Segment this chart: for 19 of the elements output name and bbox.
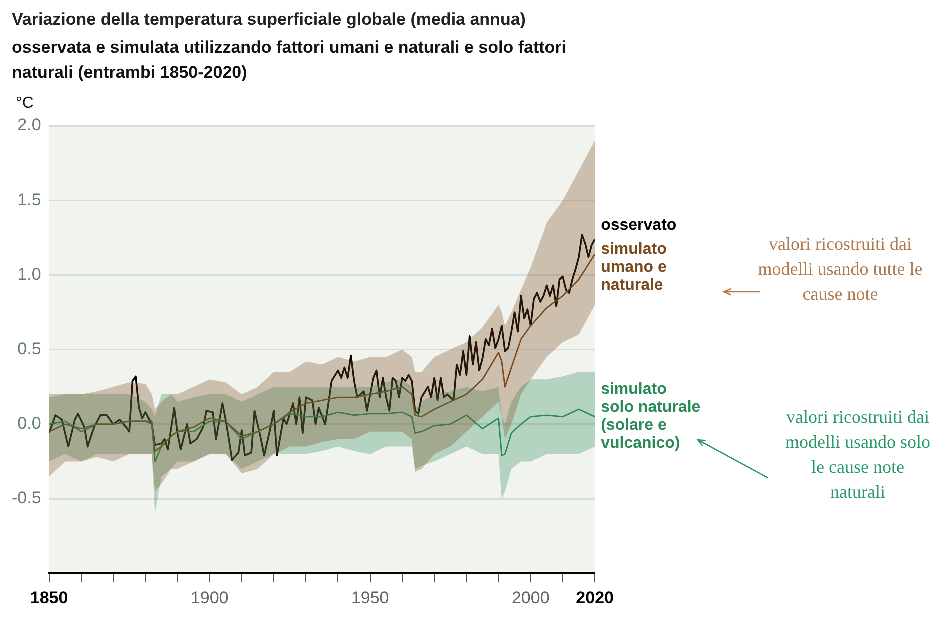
chart-title: Variazione della temperatura superficiale globale (media annua) (12, 10, 526, 30)
x-tick-label: 1900 (190, 588, 229, 608)
x-tick-label: 1850 (30, 588, 68, 608)
x-tick-label: 2000 (512, 588, 550, 608)
x-tick-label: 2020 (576, 588, 614, 608)
chart-subtitle: osservata e simulata utilizzando fattori umani e naturali e solo fattori naturali (entrambi 1850-2020) (12, 37, 568, 84)
y-tick-label: 1.5 (18, 190, 42, 210)
x-tick-label: 1950 (351, 588, 390, 608)
text: valori ricostruiti dai modelli usando solo le cause note naturali (784, 406, 932, 504)
y-tick-label: 2.0 (18, 116, 42, 135)
series-label: osservato (601, 216, 677, 235)
series-label: simulato solo naturale (solare e vulcanico) (601, 380, 701, 453)
series-label: simulato umano e naturale (601, 240, 667, 295)
y-tick-label: -0.5 (12, 488, 42, 508)
y-axis-title: °C (16, 95, 34, 113)
text: valori ricostruiti dai modelli usando tutte le cause note (757, 233, 924, 306)
y-tick-label: 0.0 (18, 414, 42, 434)
y-tick-label: 1.0 (18, 264, 42, 284)
y-tick-label: 0.5 (18, 339, 42, 358)
